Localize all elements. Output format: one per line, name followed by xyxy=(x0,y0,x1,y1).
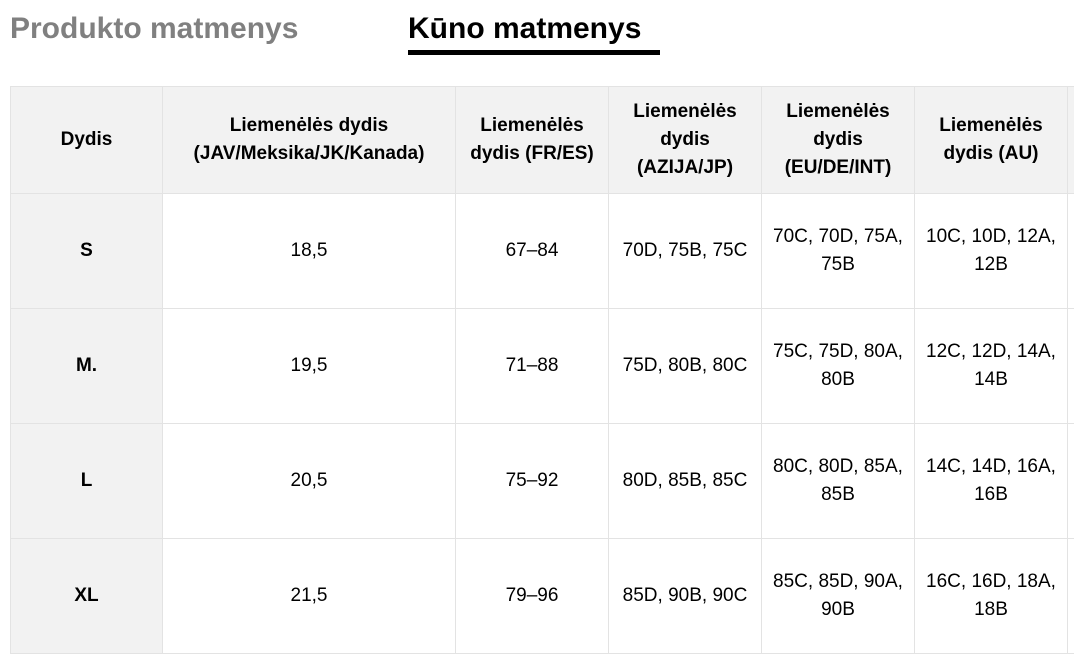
size-table-container: Dydis Liemenėlės dydis (JAV/Meksika/JK/K… xyxy=(10,86,1074,654)
table-row: M. 19,5 71–88 75D, 80B, 80C 75C, 75D, 80… xyxy=(10,308,1074,424)
size-cell: M. xyxy=(10,308,163,424)
table-cell: 10C, 10D, 12A, 12B xyxy=(914,193,1068,309)
table-cell: 71–88 xyxy=(455,308,609,424)
table-row: S 18,5 67–84 70D, 75B, 75C 70C, 70D, 75A… xyxy=(10,193,1074,309)
header-asia-jp-size: Liemenėlės dydis (AZIJA/JP) xyxy=(608,86,762,194)
tab-body-measurements[interactable]: Kūno matmenys xyxy=(408,12,642,45)
active-tab-indicator xyxy=(408,50,660,55)
table-cell: 85C, 85D, 90A, 90B xyxy=(761,538,915,654)
table-cell: 70D, 75B, 75C xyxy=(608,193,762,309)
table-cell: 20,5 xyxy=(162,423,456,539)
table-row: L 20,5 75–92 80D, 85B, 85C 80C, 80D, 85A… xyxy=(10,423,1074,539)
table-cell: 75C, 75D, 80A, 80B xyxy=(761,308,915,424)
size-cell: S xyxy=(10,193,163,309)
overflow-cell xyxy=(1067,423,1074,539)
header-overflow-cell xyxy=(1067,86,1074,194)
tab-product-measurements[interactable]: Produkto matmenys xyxy=(10,12,299,45)
table-cell: 75D, 80B, 80C xyxy=(608,308,762,424)
overflow-cell xyxy=(1067,193,1074,309)
table-cell: 19,5 xyxy=(162,308,456,424)
overflow-cell xyxy=(1067,308,1074,424)
table-cell: 79–96 xyxy=(455,538,609,654)
size-cell: XL xyxy=(10,538,163,654)
table-row: XL 21,5 79–96 85D, 90B, 90C 85C, 85D, 90… xyxy=(10,538,1074,654)
table-cell: 12C, 12D, 14A, 14B xyxy=(914,308,1068,424)
size-cell: L xyxy=(10,423,163,539)
table-cell: 21,5 xyxy=(162,538,456,654)
header-eu-de-int-size: Liemenėlės dydis (EU/DE/INT) xyxy=(761,86,915,194)
header-fr-es-size: Liemenėlės dydis (FR/ES) xyxy=(455,86,609,194)
table-cell: 85D, 90B, 90C xyxy=(608,538,762,654)
table-cell: 18,5 xyxy=(162,193,456,309)
header-au-size: Liemenėlės dydis (AU) xyxy=(914,86,1068,194)
table-cell: 14C, 14D, 16A, 16B xyxy=(914,423,1068,539)
table-cell: 80C, 80D, 85A, 85B xyxy=(761,423,915,539)
table-cell: 75–92 xyxy=(455,423,609,539)
table-cell: 67–84 xyxy=(455,193,609,309)
overflow-cell xyxy=(1067,538,1074,654)
table-header-row: Dydis Liemenėlės dydis (JAV/Meksika/JK/K… xyxy=(10,86,1074,194)
table-cell: 80D, 85B, 85C xyxy=(608,423,762,539)
table-cell: 70C, 70D, 75A, 75B xyxy=(761,193,915,309)
size-table: Dydis Liemenėlės dydis (JAV/Meksika/JK/K… xyxy=(10,86,1074,654)
header-size: Dydis xyxy=(10,86,163,194)
header-us-size: Liemenėlės dydis (JAV/Meksika/JK/Kanada) xyxy=(162,86,456,194)
table-cell: 16C, 16D, 18A, 18B xyxy=(914,538,1068,654)
